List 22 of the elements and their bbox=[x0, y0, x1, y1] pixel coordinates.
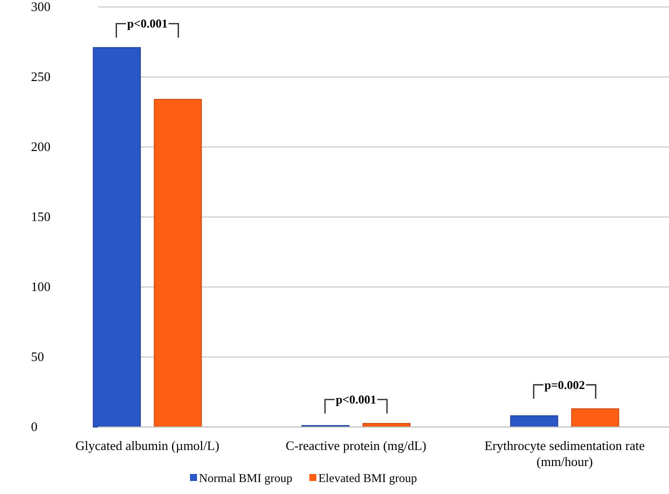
significance-bracket: p<0.001 bbox=[324, 392, 388, 414]
y-tick-label: 0 bbox=[31, 419, 38, 434]
significance-bracket: p<0.001 bbox=[116, 16, 179, 38]
bar bbox=[510, 415, 558, 428]
significance-bracket: p=0.002 bbox=[533, 378, 596, 399]
y-tick-label: 150 bbox=[31, 209, 50, 224]
x-tick-label: C-reactive protein (mg/dL) bbox=[286, 438, 426, 453]
bar bbox=[92, 47, 141, 428]
bar bbox=[154, 98, 202, 428]
legend-label: Normal BMI group bbox=[199, 471, 292, 485]
x-tick-label: Erythrocyte sedimentation rate (mm/hour) bbox=[484, 438, 646, 469]
annotation: p=0.002 bbox=[544, 378, 585, 392]
y-tick-label: 50 bbox=[31, 349, 44, 364]
annotation: p<0.001 bbox=[336, 392, 376, 406]
x-tick-label: Glycated albumin (µmol/L) bbox=[75, 438, 220, 453]
y-tick-label: 100 bbox=[31, 279, 50, 294]
bar bbox=[571, 408, 620, 428]
annotation: p<0.001 bbox=[127, 16, 168, 31]
y-tick-label: 250 bbox=[31, 69, 50, 84]
legend-label: Elevated BMI group bbox=[318, 471, 417, 485]
y-tick-label: 300 bbox=[31, 0, 50, 14]
y-tick-label: 200 bbox=[31, 139, 50, 154]
